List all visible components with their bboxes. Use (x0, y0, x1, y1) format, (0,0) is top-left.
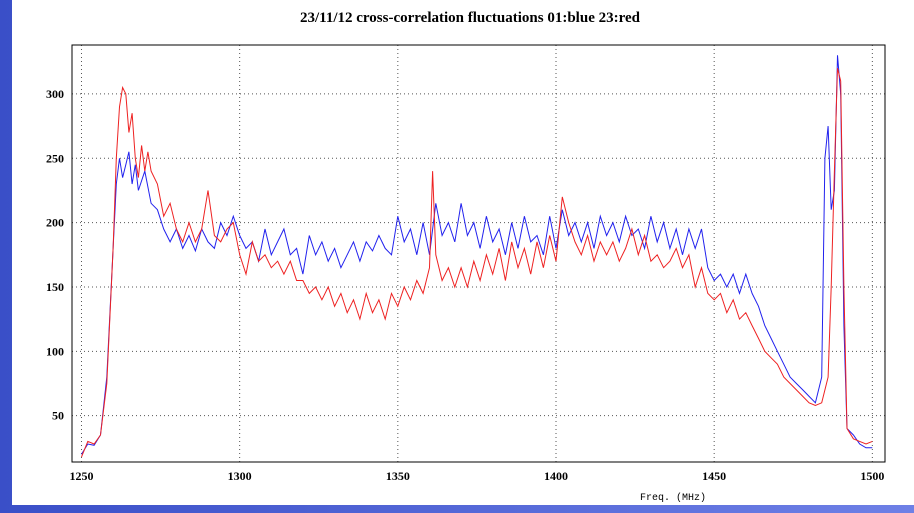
data-line (81, 68, 873, 458)
x-axis-label: Freq. (MHz) (640, 492, 706, 504)
y-tick-label: 50 (52, 409, 64, 423)
y-tick-label: 250 (46, 151, 64, 165)
x-tick-label: 1350 (386, 469, 410, 483)
data-line (81, 55, 873, 455)
panel (12, 0, 914, 505)
plot-frame (71, 44, 886, 463)
x-tick-label: 1400 (544, 469, 568, 483)
y-tick-label: 300 (46, 87, 64, 101)
y-tick-label: 150 (46, 280, 64, 294)
y-tick-label: 200 (46, 216, 64, 230)
y-tick-label: 100 (46, 344, 64, 358)
x-tick-label: 1250 (69, 469, 93, 483)
x-tick-label: 1500 (860, 469, 884, 483)
x-tick-label: 1450 (702, 469, 726, 483)
chart-title: 23/11/12 cross-correlation fluctuations … (300, 10, 641, 26)
x-tick-label: 1300 (228, 469, 252, 483)
